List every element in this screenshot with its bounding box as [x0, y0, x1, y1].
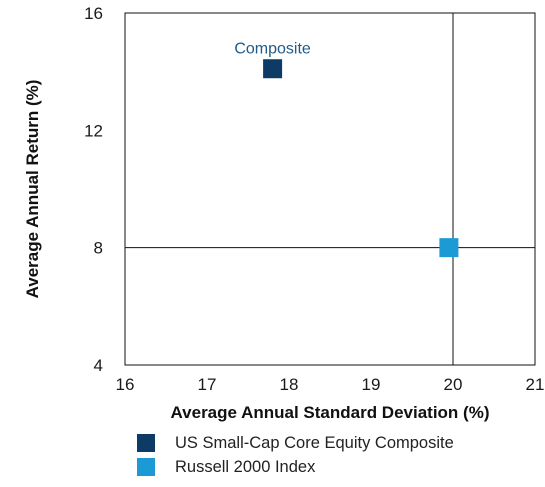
legend-swatch-composite [137, 434, 155, 452]
x-tick-label-4: 20 [444, 375, 463, 394]
y-tick-label-1: 8 [94, 239, 103, 258]
legend-swatch-russell [137, 458, 155, 476]
legend: US Small-Cap Core Equity Composite Russe… [137, 431, 454, 479]
x-axis-title: Average Annual Standard Deviation (%) [171, 403, 490, 422]
legend-label-composite: US Small-Cap Core Equity Composite [175, 433, 454, 452]
legend-label-russell: Russell 2000 Index [175, 457, 316, 476]
legend-item-composite: US Small-Cap Core Equity Composite [137, 431, 454, 455]
x-tick-labels: 16 17 18 19 20 21 [116, 375, 545, 394]
legend-item-russell: Russell 2000 Index [137, 455, 454, 479]
x-tick-label-3: 19 [362, 375, 381, 394]
y-axis-title: Average Annual Return (%) [23, 80, 42, 299]
y-tick-labels: 4 8 12 16 [84, 4, 103, 375]
y-tick-label-2: 12 [84, 121, 103, 140]
y-tick-label-3: 16 [84, 4, 103, 23]
x-tick-label-0: 16 [116, 375, 135, 394]
x-tick-label-5: 21 [526, 375, 545, 394]
plot-frame [124, 12, 536, 366]
x-tick-label-2: 18 [280, 375, 299, 394]
y-tick-label-0: 4 [94, 356, 103, 375]
x-tick-label-1: 17 [198, 375, 217, 394]
data-point-1 [439, 238, 459, 258]
point-annotation-0: Composite [234, 41, 311, 58]
data-points: Composite [234, 41, 459, 258]
data-point-0 [263, 59, 283, 79]
